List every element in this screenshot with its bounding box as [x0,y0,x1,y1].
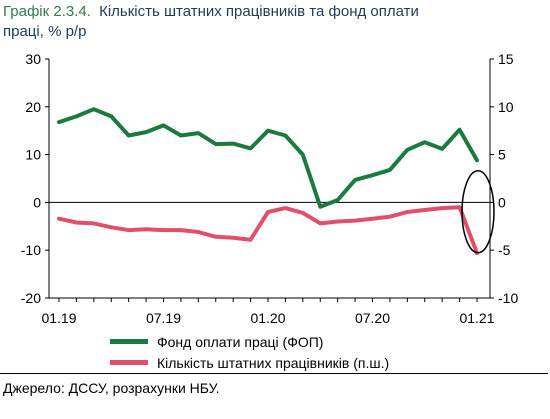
legend-item-staff-count: Кількість штатних працівників (п.ш.) [110,352,389,373]
figure-label: Графік 2.3.4. [3,3,91,20]
left-tick-label: -10 [21,242,41,258]
x-tick-label: 07.20 [355,310,390,326]
legend-label-staff-count: Кількість штатних працівників (п.ш.) [157,354,390,371]
x-tick-label: 01.19 [41,310,76,326]
x-tick-label: 07.19 [146,310,181,326]
legend-swatch-wage-fund [110,339,148,344]
figure-title-text: Кількість штатних працівників та фонд оп… [99,3,419,20]
right-tick-label: 10 [498,99,514,115]
chart-title: Графік 2.3.4. Кількість штатних працівни… [3,2,543,42]
right-tick-label: 0 [498,194,506,210]
right-tick-label: 5 [498,147,506,163]
x-tick-label: 01.21 [459,310,494,326]
legend: Фонд оплати праці (ФОП) Кількість штатни… [110,331,389,373]
source-note: Джерело: ДССУ, розрахунки НБУ. [3,380,220,396]
legend-label-wage-fund: Фонд оплати праці (ФОП) [157,333,324,350]
left-tick-label: 20 [25,99,41,115]
left-tick-label: 0 [33,194,41,210]
source-divider [0,373,548,374]
right-tick-label: -5 [498,242,511,258]
series-line-staff-count [57,205,479,256]
figure-subtitle: праці, % р/р [3,23,87,40]
x-tick-label: 01.20 [250,310,285,326]
right-tick-label: 15 [498,51,514,67]
left-tick-label: -20 [21,290,41,306]
legend-item-wage-fund: Фонд оплати праці (ФОП) [110,331,389,352]
left-tick-label: 30 [25,51,41,67]
left-tick-label: 10 [25,147,41,163]
right-tick-label: -10 [498,290,518,306]
legend-swatch-staff-count [110,360,148,365]
highlight-ellipse [461,169,495,254]
series-line-wage-fund [57,107,479,209]
